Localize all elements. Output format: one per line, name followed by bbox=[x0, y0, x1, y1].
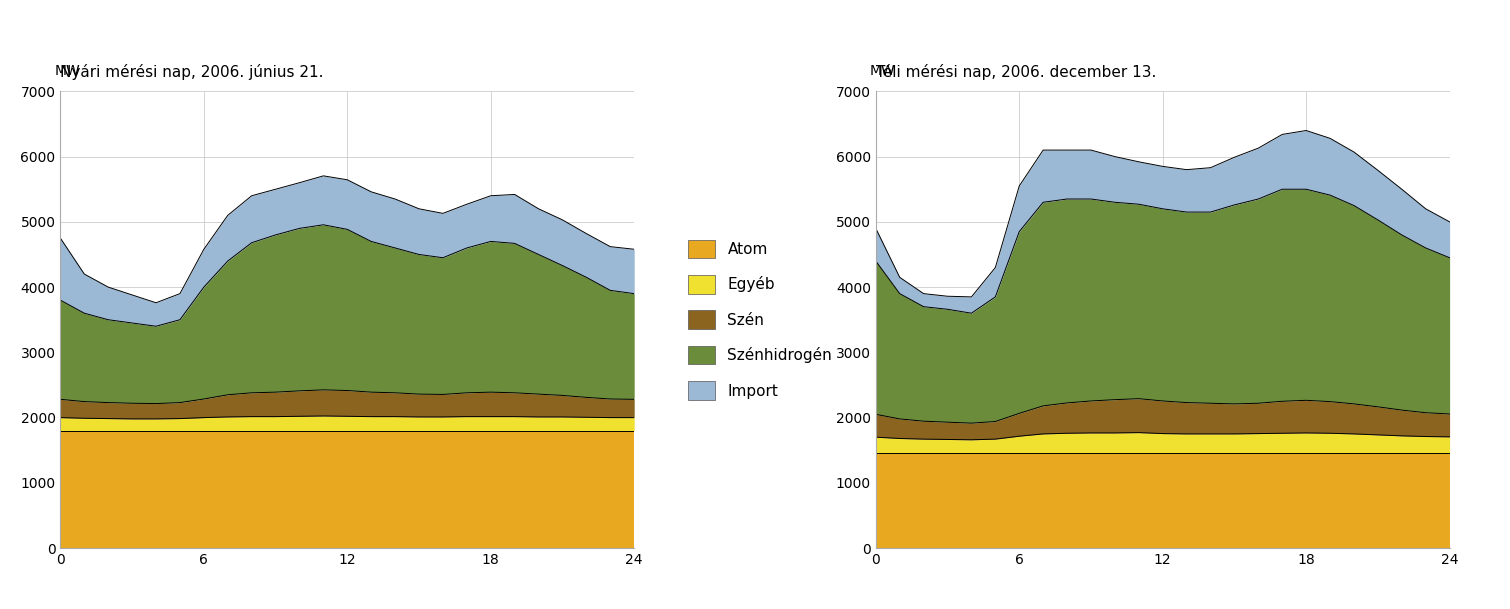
Legend: Atom, Egyéb, Szén, Szénhidrogén, Import: Atom, Egyéb, Szén, Szénhidrogén, Import bbox=[687, 239, 832, 400]
Text: MW: MW bbox=[870, 64, 895, 78]
Text: MW: MW bbox=[54, 64, 80, 78]
Text: Téli mérési nap, 2006. december 13.: Téli mérési nap, 2006. december 13. bbox=[876, 65, 1157, 80]
Text: Nyári mérési nap, 2006. június 21.: Nyári mérési nap, 2006. június 21. bbox=[60, 65, 325, 80]
